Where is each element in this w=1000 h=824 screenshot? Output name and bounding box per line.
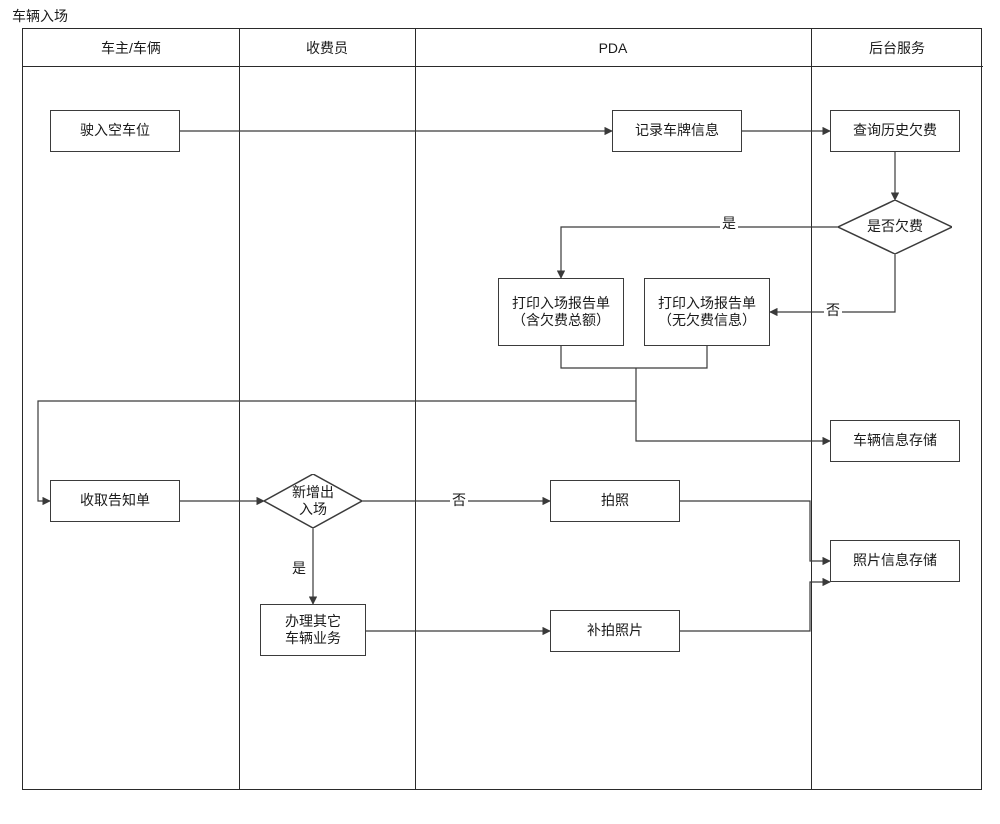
lane-separator xyxy=(239,29,240,789)
node-other_biz: 办理其它 车辆业务 xyxy=(260,604,366,656)
decision-is_debt: 是否欠费 xyxy=(838,200,952,254)
edge-label: 是 xyxy=(290,558,308,578)
lane-header-owner: 车主/车俩 xyxy=(23,29,239,67)
node-retake_photo: 补拍照片 xyxy=(550,610,680,652)
node-query_debt: 查询历史欠费 xyxy=(830,110,960,152)
lane-header-backend: 后台服务 xyxy=(811,29,983,67)
edge-label: 是 xyxy=(720,213,738,233)
edge-label: 否 xyxy=(450,490,468,510)
node-receive_note: 收取告知单 xyxy=(50,480,180,522)
lane-separator xyxy=(811,29,812,789)
decision-label: 是否欠费 xyxy=(861,218,929,236)
node-enter_spot: 驶入空车位 xyxy=(50,110,180,152)
node-store_vehicle: 车辆信息存储 xyxy=(830,420,960,462)
lane-header-pda: PDA xyxy=(415,29,811,67)
node-print_debt: 打印入场报告单（含欠费总额） xyxy=(498,278,624,346)
node-record_plate: 记录车牌信息 xyxy=(612,110,742,152)
node-print_nodebt: 打印入场报告单（无欠费信息） xyxy=(644,278,770,346)
edge-label: 否 xyxy=(824,300,842,320)
node-store_photo: 照片信息存储 xyxy=(830,540,960,582)
decision-new_inout: 新增出 入场 xyxy=(264,474,362,528)
diagram-title: 车辆入场 xyxy=(12,6,68,26)
swimlane-diagram: 车辆入场 车主/车俩收费员PDA后台服务 驶入空车位记录车牌信息查询历史欠费是否… xyxy=(0,0,1000,824)
lane-header-cashier: 收费员 xyxy=(239,29,415,67)
lane-separator xyxy=(415,29,416,789)
node-take_photo: 拍照 xyxy=(550,480,680,522)
decision-label: 新增出 入场 xyxy=(286,484,340,519)
